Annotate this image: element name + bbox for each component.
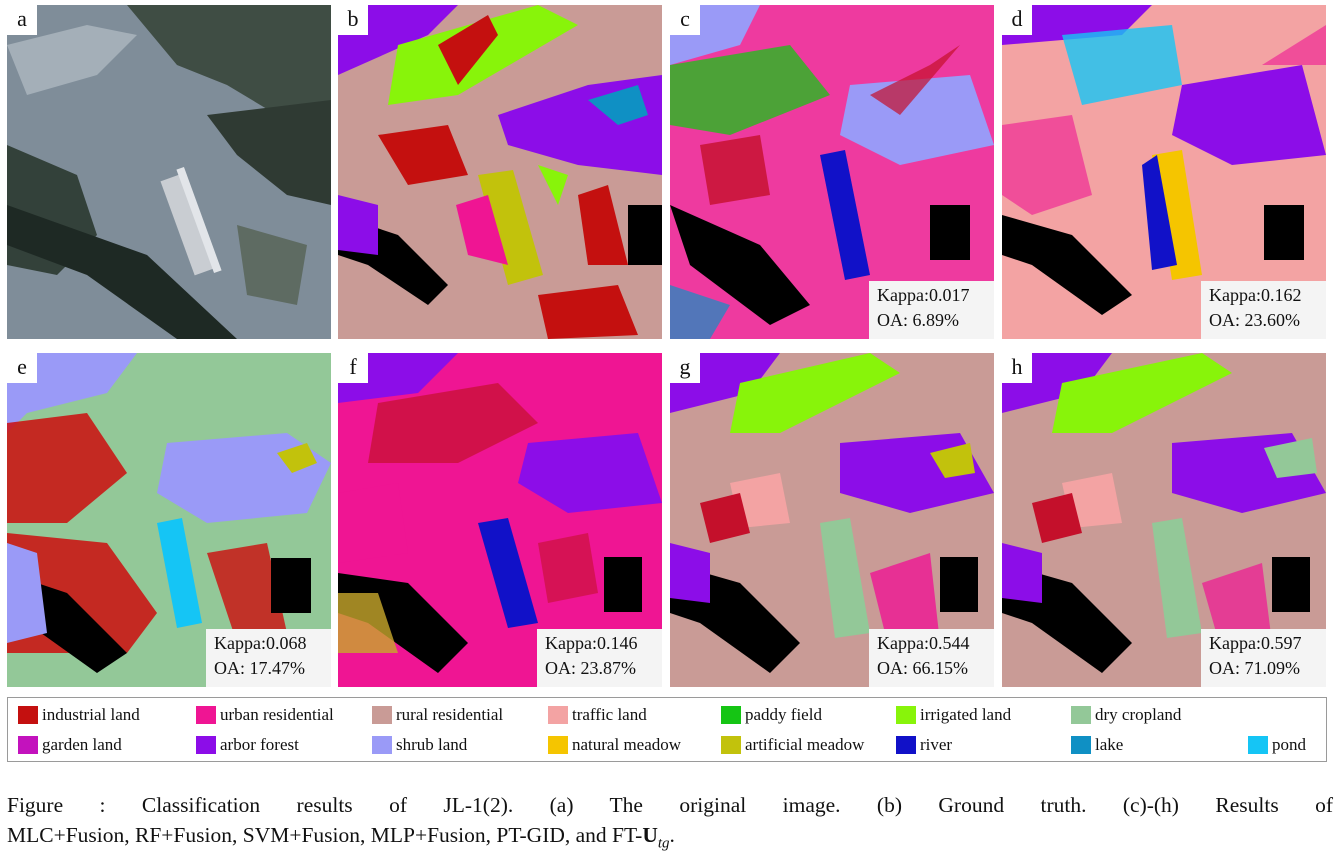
- legend-label: artificial meadow: [745, 735, 865, 754]
- oa-value: OA: 23.87%: [545, 658, 636, 678]
- panel-label: a: [7, 5, 37, 35]
- legend-label: pond: [1272, 735, 1306, 754]
- panel-e: Kappa:0.068 OA: 17.47% e: [7, 353, 331, 687]
- caption-line-2-text: MLC+Fusion, RF+Fusion, SVM+Fusion, MLP+F…: [7, 823, 643, 847]
- legend-swatch: [1071, 736, 1091, 754]
- kappa-value: Kappa:0.068: [214, 633, 307, 653]
- legend-label: rural residential: [396, 705, 504, 724]
- legend-swatch: [548, 706, 568, 724]
- panel-label: d: [1002, 5, 1032, 35]
- legend-item: lake: [1071, 733, 1123, 757]
- panel-b: b: [338, 5, 662, 339]
- legend-label: paddy field: [745, 705, 822, 724]
- legend-item: traffic land: [548, 703, 647, 727]
- caption-line-1: Figure : Classification results of JL-1(…: [7, 793, 1333, 817]
- legend-label: shrub land: [396, 735, 468, 754]
- legend-item: river: [896, 733, 952, 757]
- oa-value: OA: 23.60%: [1209, 310, 1300, 330]
- oa-value: OA: 71.09%: [1209, 658, 1300, 678]
- panel-label: e: [7, 353, 37, 383]
- legend-swatch: [196, 736, 216, 754]
- legend-label: garden land: [42, 735, 122, 754]
- oa-value: OA: 17.47%: [214, 658, 305, 678]
- legend-item: paddy field: [721, 703, 822, 727]
- legend-item: natural meadow: [548, 733, 681, 757]
- figure-caption: Figure : Classification results of JL-1(…: [7, 790, 1333, 858]
- panel-d: Kappa:0.162 OA: 23.60% d: [1002, 5, 1326, 339]
- legend-item: rural residential: [372, 703, 503, 727]
- legend-swatch: [1248, 736, 1268, 754]
- panel-h: Kappa:0.597 OA: 71.09% h: [1002, 353, 1326, 687]
- legend-swatch: [372, 706, 392, 724]
- metrics-box: Kappa:0.146 OA: 23.87%: [537, 629, 662, 687]
- legend-swatch: [896, 736, 916, 754]
- legend-swatch: [548, 736, 568, 754]
- legend-label: irrigated land: [920, 705, 1012, 724]
- metrics-box: Kappa:0.162 OA: 23.60%: [1201, 281, 1326, 339]
- kappa-value: Kappa:0.146: [545, 633, 638, 653]
- caption-period: .: [669, 823, 675, 847]
- legend-swatch: [1071, 706, 1091, 724]
- caption-bold-u: U: [642, 823, 658, 847]
- caption-subscript: tg: [657, 835, 670, 852]
- panel-label: f: [338, 353, 368, 383]
- metrics-box: Kappa:0.544 OA: 66.15%: [869, 629, 994, 687]
- legend-item: artificial meadow: [721, 733, 864, 757]
- kappa-value: Kappa:0.597: [1209, 633, 1302, 653]
- legend-swatch: [372, 736, 392, 754]
- legend-item: garden land: [18, 733, 122, 757]
- metrics-box: Kappa:0.068 OA: 17.47%: [206, 629, 331, 687]
- legend-swatch: [18, 706, 38, 724]
- panel-label: g: [670, 353, 700, 383]
- panel-c: Kappa:0.017 OA: 6.89% c: [670, 5, 994, 339]
- legend-item: urban residential: [196, 703, 334, 727]
- classification-map: [670, 5, 994, 339]
- metrics-box: Kappa:0.017 OA: 6.89%: [869, 281, 994, 339]
- panel-label: b: [338, 5, 368, 35]
- legend-item: shrub land: [372, 733, 467, 757]
- legend-item: pond: [1248, 733, 1306, 757]
- legend-label: river: [920, 735, 953, 754]
- oa-value: OA: 66.15%: [877, 658, 968, 678]
- satellite-image: [7, 5, 331, 339]
- panel-f: Kappa:0.146 OA: 23.87% f: [338, 353, 662, 687]
- panel-a: a: [7, 5, 331, 339]
- legend-item: irrigated land: [896, 703, 1011, 727]
- legend: industrial land urban residential rural …: [7, 697, 1327, 762]
- legend-item: industrial land: [18, 703, 140, 727]
- legend-item: dry cropland: [1071, 703, 1181, 727]
- legend-label: lake: [1095, 735, 1124, 754]
- legend-label: industrial land: [42, 705, 140, 724]
- oa-value: OA: 6.89%: [877, 310, 959, 330]
- legend-swatch: [896, 706, 916, 724]
- ground-truth-map: [338, 5, 662, 339]
- panel-label: h: [1002, 353, 1032, 383]
- legend-swatch: [18, 736, 38, 754]
- kappa-value: Kappa:0.162: [1209, 285, 1302, 305]
- caption-line-2: MLC+Fusion, RF+Fusion, SVM+Fusion, MLP+F…: [7, 823, 675, 851]
- panel-label: c: [670, 5, 700, 35]
- legend-label: arbor forest: [220, 735, 299, 754]
- legend-swatch: [196, 706, 216, 724]
- legend-label: natural meadow: [572, 735, 682, 754]
- kappa-value: Kappa:0.544: [877, 633, 970, 653]
- legend-swatch: [721, 736, 741, 754]
- legend-swatch: [721, 706, 741, 724]
- legend-label: dry cropland: [1095, 705, 1182, 724]
- panel-g: Kappa:0.544 OA: 66.15% g: [670, 353, 994, 687]
- legend-item: arbor forest: [196, 733, 299, 757]
- kappa-value: Kappa:0.017: [877, 285, 970, 305]
- metrics-box: Kappa:0.597 OA: 71.09%: [1201, 629, 1326, 687]
- legend-label: traffic land: [572, 705, 647, 724]
- legend-label: urban residential: [220, 705, 334, 724]
